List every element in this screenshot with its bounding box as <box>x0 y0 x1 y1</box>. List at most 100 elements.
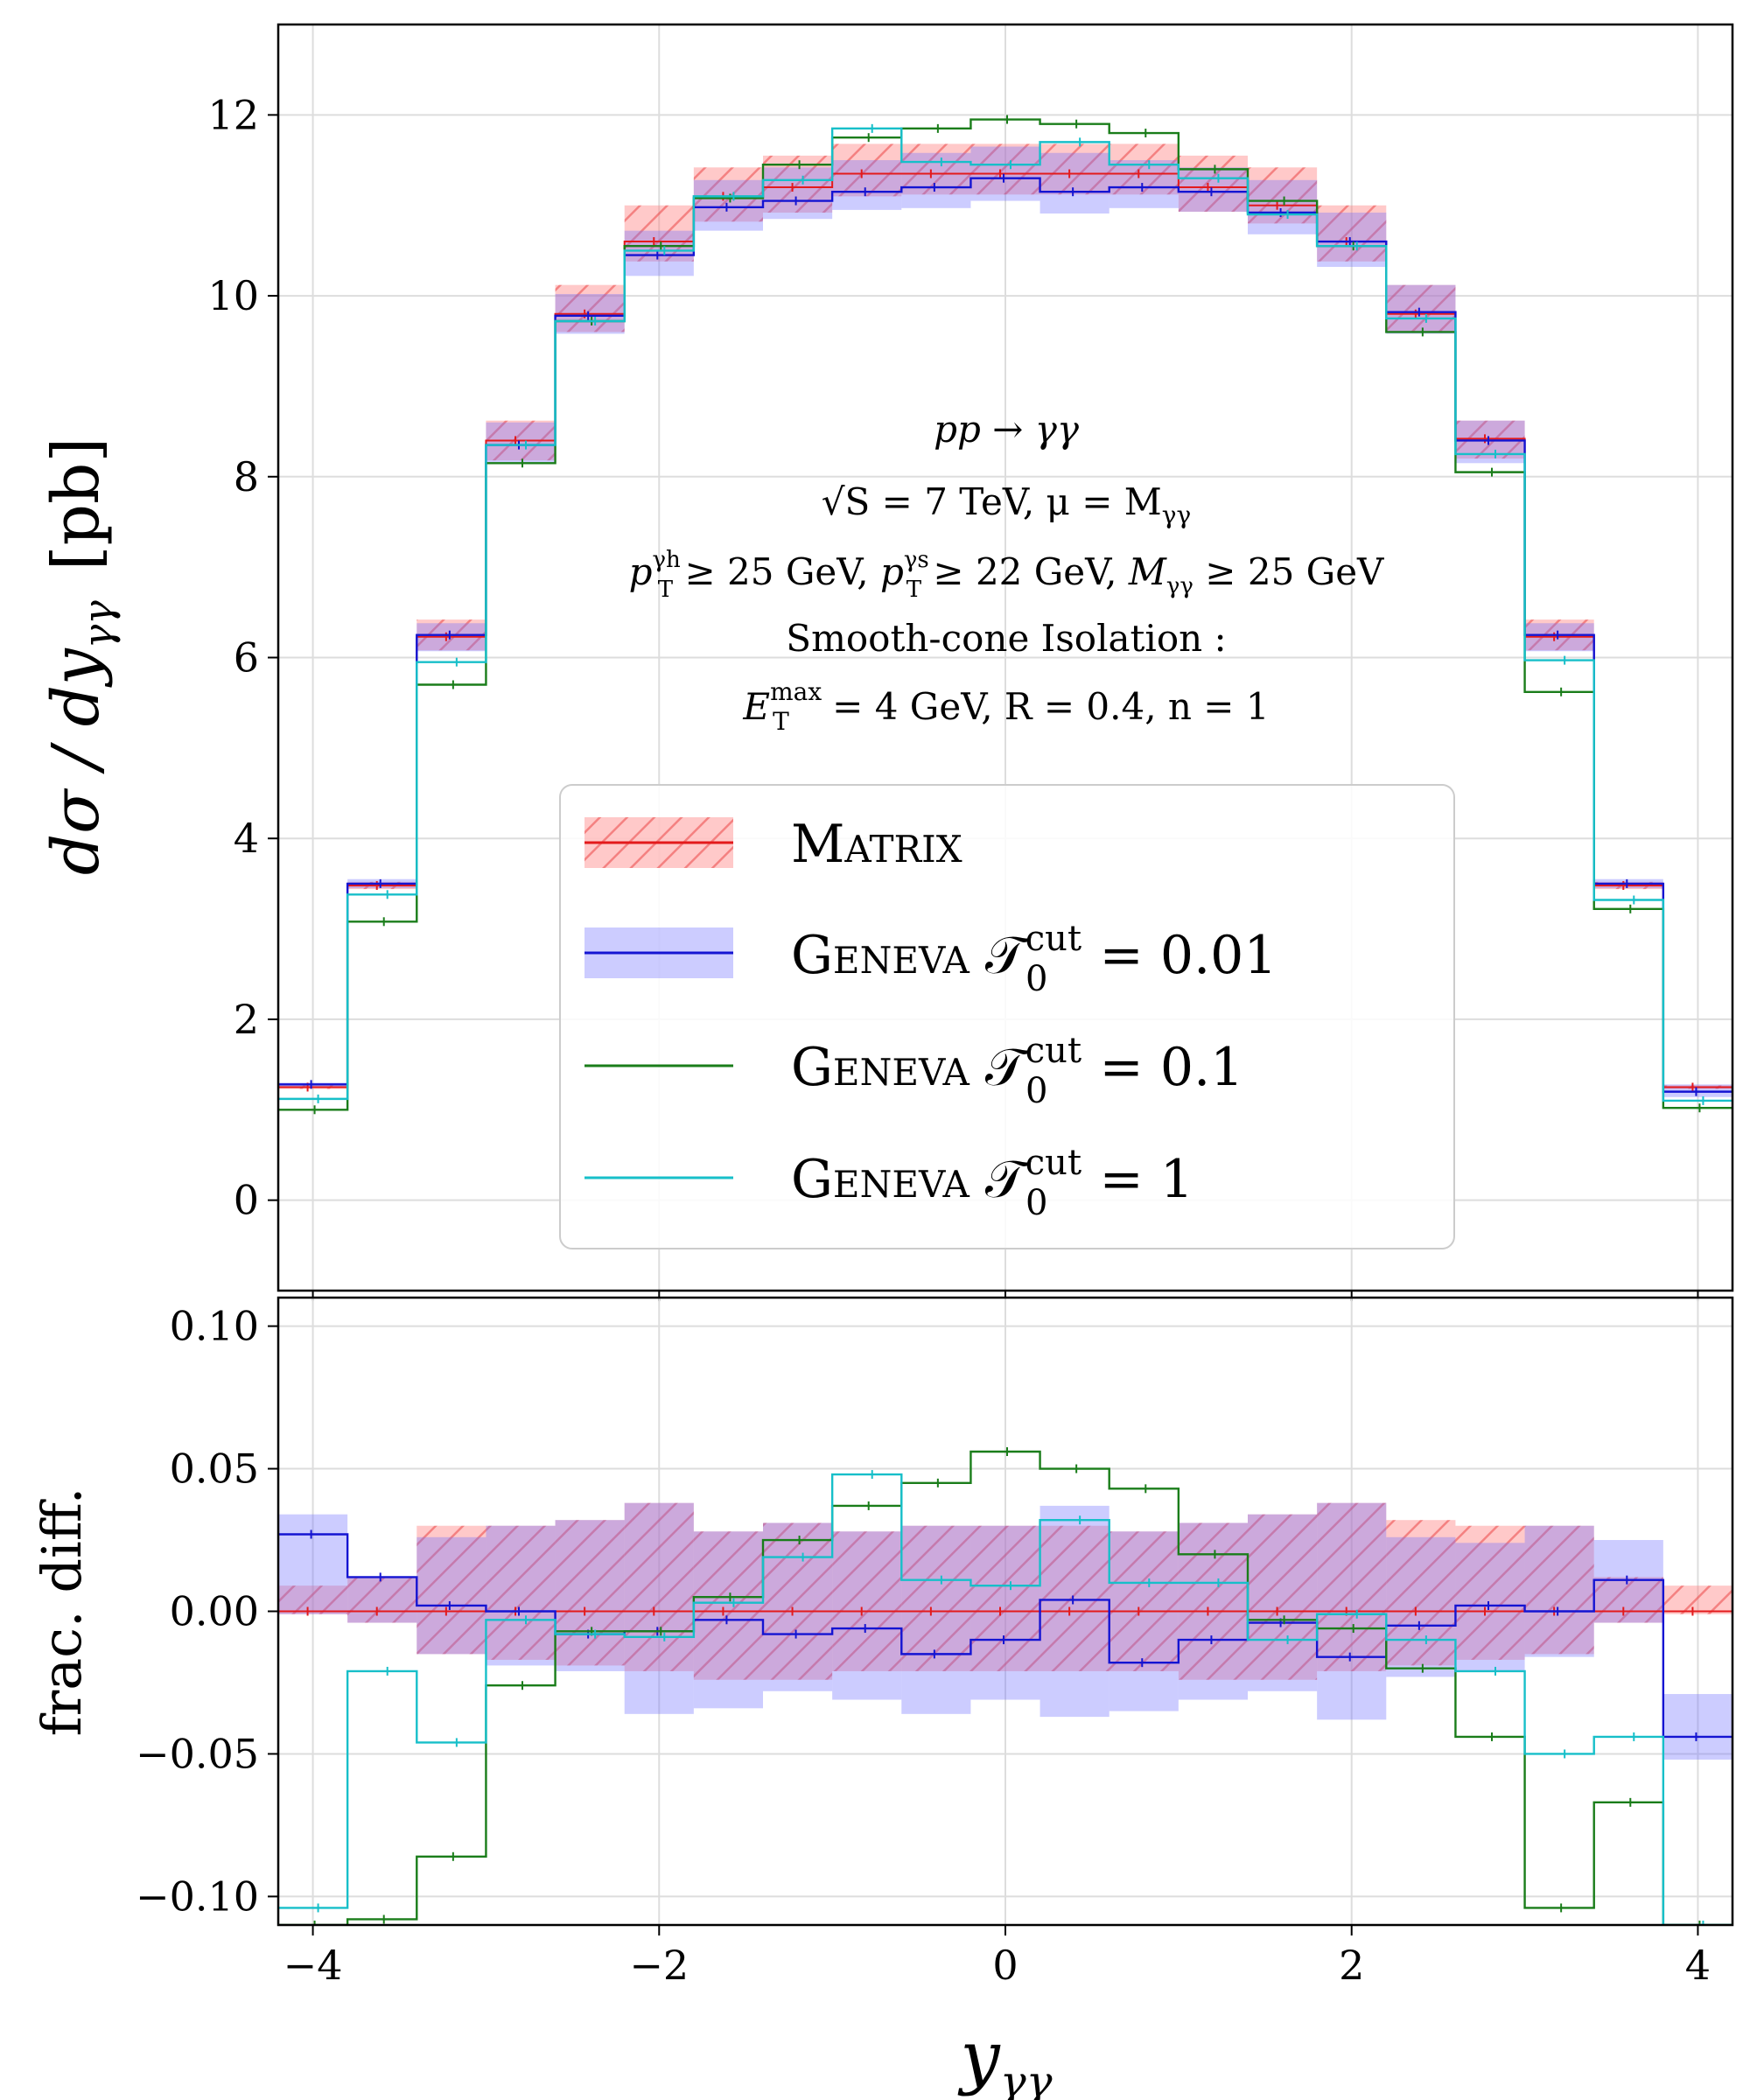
main-band-s1-bin-8 <box>832 160 902 210</box>
ratio-band-s1-bin-14 <box>1248 1514 1318 1691</box>
legend-label-geneva-1: Geneva 𝒯cut 0 = 1 <box>791 1143 1194 1223</box>
ratio-panel: −0.10 −0.05 0.00 0.05 0.10 −4 −2 0 2 4 frac. diff… <box>30 1296 1734 2100</box>
ratio-band-s0-bin-15 <box>1317 1502 1387 1671</box>
main-band-s1-bin-3 <box>486 422 556 464</box>
ratio-band-s1-bin-7 <box>763 1522 833 1691</box>
isolation-title: Smooth-cone Isolation : <box>786 617 1226 660</box>
main-band-s0-bin-6 <box>693 167 763 222</box>
main-band-s1-bin-15 <box>1317 212 1387 267</box>
ratio-band-s0-bin-3 <box>486 1525 556 1660</box>
main-ytick-label-5: 10 <box>207 272 259 319</box>
legend-geneva-01-sub: 0 <box>1026 1071 1047 1111</box>
x-title-main: y <box>958 2016 1002 2097</box>
legend: Matrix Geneva 𝒯cut 0 = 0.01 Geneva 𝒯cut 0 = … <box>559 784 1455 1250</box>
cut2-p: p <box>880 550 904 593</box>
legend-geneva-01-sup: cut <box>1026 1031 1082 1071</box>
main-band-s1-bin-5 <box>624 230 694 276</box>
energy-text: = 7 TeV, μ = M <box>870 480 1161 523</box>
ratio-band-s0-bin-6 <box>693 1531 763 1680</box>
ratio-xtick-label-4: 4 <box>1685 1942 1711 1989</box>
main-y-title-part1: dσ / dy <box>38 648 114 875</box>
main-band-s1-bin-16 <box>1386 284 1456 334</box>
main-line-s3 <box>278 127 1732 1102</box>
main-band-s1-bin-6 <box>693 179 763 231</box>
ratio-band-s0-bin-16 <box>1386 1520 1456 1666</box>
ratio-xtick-label-1: −2 <box>629 1942 689 1989</box>
iso-e: E <box>742 685 770 728</box>
ratio-band-s0-bin-0 <box>278 1586 348 1614</box>
legend-geneva-1-tau: 𝒯 <box>985 1149 1032 1210</box>
main-band-s0-bin-11 <box>1040 144 1110 195</box>
main-band-s1-bin-12 <box>1109 160 1179 208</box>
legend-geneva-001-tau: 𝒯 <box>985 925 1032 986</box>
main-band-s0-bin-10 <box>970 144 1040 195</box>
legend-label-geneva-001: Geneva 𝒯cut 0 = 0.01 <box>791 919 1278 999</box>
main-ticks: 0 2 4 6 8 10 12 <box>207 91 1699 1301</box>
ratio-line-s1 <box>278 1533 1732 1739</box>
legend-label-matrix: Matrix <box>791 814 962 875</box>
main-line-s0 <box>278 172 1732 1088</box>
main-band-s1-bin-14 <box>1248 179 1318 234</box>
cut1-sub: T <box>658 577 674 603</box>
main-band-s1-bin-17 <box>1455 420 1525 464</box>
ratio-band-s1-bin-1 <box>347 1577 417 1623</box>
ratio-band-s0-bin-4 <box>555 1520 625 1666</box>
main-y-title-unit: [pb] <box>38 438 114 570</box>
main-ytick-label-4: 8 <box>234 453 259 500</box>
main-band-s0-bin-9 <box>901 144 971 195</box>
main-ytick-label-3: 6 <box>234 634 259 682</box>
legend-entry-geneva-001: Geneva 𝒯cut 0 = 0.01 <box>584 919 1278 999</box>
legend-geneva-1-name: Geneva <box>791 1149 970 1210</box>
ratio-xtick-label-0: −4 <box>284 1942 343 1989</box>
cut1-rest: ≥ 25 GeV, <box>673 550 880 593</box>
ratio-band-s0-bin-7 <box>763 1522 833 1680</box>
ratio-band-s0-bin-2 <box>416 1525 486 1655</box>
legend-label-geneva-01: Geneva 𝒯cut 0 = 0.1 <box>791 1031 1243 1111</box>
ratio-band-s1-bin-8 <box>832 1531 902 1700</box>
main-band-s0-bin-5 <box>624 205 694 262</box>
legend-geneva-01-tau: 𝒯 <box>985 1037 1032 1098</box>
ratio-band-s1-bin-4 <box>555 1520 625 1671</box>
ratio-band-s1-bin-0 <box>278 1514 348 1614</box>
process-label: pp → γγ <box>934 408 1080 451</box>
ratio-band-s1-bin-19 <box>1593 1540 1663 1623</box>
ratio-band-s1-bin-18 <box>1524 1525 1594 1657</box>
ratio-band-s0-bin-5 <box>624 1502 694 1671</box>
physics-annotation: pp → γγ √S = 7 TeV, μ = M γγ pγh T ≥ 25 Ge… <box>629 408 1384 736</box>
main-ytick-label-6: 12 <box>207 91 259 138</box>
ratio-band-s0-bin-19 <box>1593 1577 1663 1623</box>
ratio-band-s1-bin-20 <box>1662 1694 1732 1760</box>
ratio-band-s0-bin-13 <box>1178 1522 1248 1680</box>
ratio-band-s0-bin-18 <box>1524 1525 1594 1655</box>
main-ytick-label-1: 2 <box>234 996 259 1043</box>
ratio-line-s2 <box>278 1450 1732 1925</box>
ratio-xtick-label-3: 2 <box>1339 1942 1364 1989</box>
isolation-params: Emax T = 4 GeV, R = 0.4, n = 1 <box>742 677 1269 736</box>
iso-rest: = 4 GeV, R = 0.4, n = 1 <box>821 685 1270 728</box>
ratio-ytick-label-0: −0.10 <box>136 1872 259 1920</box>
cuts-label: pγh T ≥ 25 GeV, pγs T ≥ 22 GeV, Mγγ ≥ 25 G… <box>629 547 1384 603</box>
legend-geneva-1-sup: cut <box>1026 1143 1082 1183</box>
ratio-band-s1-bin-3 <box>486 1525 556 1666</box>
cut3-sub: γγ <box>1166 573 1194 599</box>
legend-geneva-001-sup: cut <box>1026 919 1082 959</box>
legend-geneva-1-sub: 0 <box>1026 1183 1047 1223</box>
main-band-s0-bin-15 <box>1317 205 1387 262</box>
iso-sup: max <box>770 677 822 706</box>
cut2-rest: ≥ 22 GeV, <box>921 550 1129 593</box>
legend-entry-matrix: Matrix <box>584 814 962 875</box>
legend-geneva-1-value: = 1 <box>1082 1149 1194 1210</box>
ratio-band-s0-bin-14 <box>1248 1514 1318 1680</box>
legend-geneva-001-value: = 0.01 <box>1082 925 1277 986</box>
ratio-band-s0-bin-11 <box>1040 1525 1110 1671</box>
ratio-band-s0-bin-17 <box>1455 1525 1525 1660</box>
main-band-s0-bin-12 <box>1109 144 1179 195</box>
ratio-band-s1-bin-9 <box>901 1525 971 1714</box>
ratio-band-s1-bin-12 <box>1109 1531 1179 1712</box>
main-plot-area <box>278 115 1732 1115</box>
energy-sqrt: √S <box>822 480 871 523</box>
ratio-ytick-label-1: −0.05 <box>136 1730 259 1777</box>
legend-entry-geneva-1: Geneva 𝒯cut 0 = 1 <box>584 1143 1194 1223</box>
